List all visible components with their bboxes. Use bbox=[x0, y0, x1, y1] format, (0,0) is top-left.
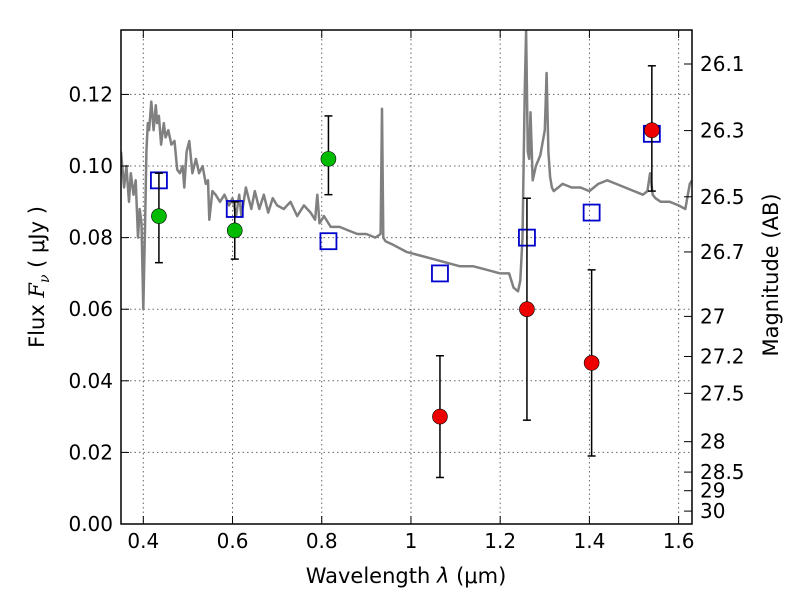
y2-tick-label: 28.5 bbox=[700, 460, 745, 484]
y2-tick-label: 28 bbox=[700, 430, 725, 454]
spectrum-layer bbox=[121, 30, 692, 311]
y-tick-label: 0.08 bbox=[68, 226, 113, 250]
y2-tick-label: 29 bbox=[700, 479, 725, 503]
observed-points-layer bbox=[151, 122, 660, 425]
x-tick-label: 1 bbox=[405, 529, 418, 553]
y2-tick-label: 26.3 bbox=[700, 119, 745, 143]
model-point bbox=[319, 232, 338, 251]
x-tick-label: 0.8 bbox=[306, 529, 338, 553]
x-axis-label: Wavelength λ (μm) bbox=[306, 564, 507, 588]
x-tick-label: 1.4 bbox=[573, 529, 605, 553]
observed-point-red bbox=[519, 301, 535, 318]
y2-tick-label: 27.5 bbox=[700, 381, 745, 405]
plot-frame bbox=[120, 29, 693, 525]
observed-point-red bbox=[432, 408, 448, 425]
spectrum-line bbox=[121, 30, 692, 311]
y-tick-label: 0.00 bbox=[68, 512, 113, 536]
y2-tick-label: 27 bbox=[700, 304, 725, 328]
observed-point-green bbox=[226, 222, 243, 239]
y-tick-label: 0.04 bbox=[68, 369, 113, 393]
observed-point-red bbox=[583, 355, 600, 371]
y2-tick-label: 27.2 bbox=[700, 344, 745, 368]
x-tick-label: 1.2 bbox=[484, 529, 516, 553]
y-tick-label: 0.06 bbox=[68, 297, 113, 321]
observed-point-red bbox=[644, 122, 660, 139]
y2-tick-label: 30 bbox=[700, 499, 725, 523]
model-point bbox=[582, 203, 601, 222]
y-axis-label: Flux Fν ( μJy ) bbox=[25, 206, 53, 348]
y-tick-label: 0.02 bbox=[68, 440, 113, 464]
y2-axis-label: Magnitude (AB) bbox=[759, 193, 783, 356]
model-point bbox=[431, 264, 449, 283]
observed-point-green bbox=[320, 151, 337, 167]
observed-point-green bbox=[151, 208, 167, 224]
tick-layer: 0.4 0.6 0.8 1 1.2 1.4 1.6 0.00 0.02 0.04 0.06 0.08 0… bbox=[68, 30, 745, 553]
plot-area bbox=[121, 30, 692, 479]
x-tick-label: 0.4 bbox=[127, 529, 159, 553]
y2-tick-label: 26.1 bbox=[700, 52, 745, 76]
y2-tick-label: 26.5 bbox=[700, 185, 745, 209]
x-tick-label: 1.6 bbox=[663, 529, 695, 553]
y-tick-label: 0.10 bbox=[68, 154, 113, 178]
y-tick-label: 0.12 bbox=[68, 82, 113, 106]
model-points-layer bbox=[150, 124, 661, 283]
y2-tick-label: 26.7 bbox=[700, 240, 745, 264]
x-tick-label: 0.6 bbox=[217, 529, 249, 553]
